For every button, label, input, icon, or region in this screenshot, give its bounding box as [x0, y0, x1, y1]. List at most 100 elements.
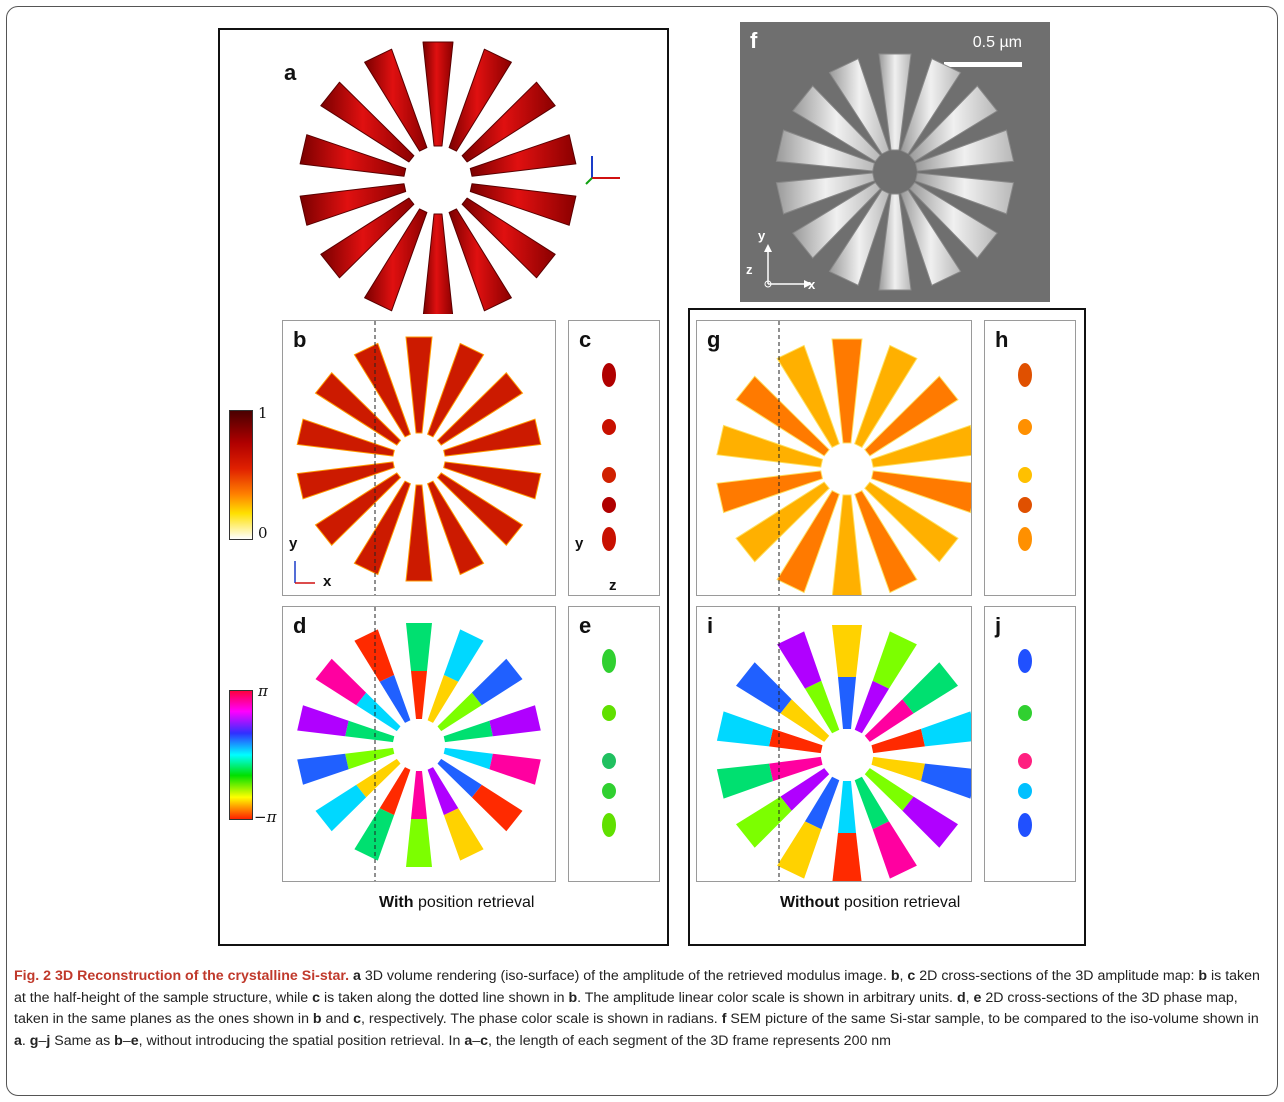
phase-arm-noisy-inner	[769, 728, 823, 754]
phase-arm-outer	[443, 808, 484, 861]
panel-label-e: e	[579, 613, 592, 638]
phase-section-noisy	[1018, 705, 1032, 721]
panel-label-d: d	[293, 613, 307, 638]
panel-f-sem: f 0.5 µm y z x	[740, 22, 1050, 302]
panel-label-i: i	[707, 613, 714, 638]
panel-label-j: j	[995, 613, 1002, 638]
phase-arm-noisy-outer	[902, 796, 958, 848]
phase-arm-noisy-outer	[902, 662, 958, 714]
panel-label-c: c	[579, 327, 592, 352]
phase-section	[602, 813, 616, 837]
amplitude-min: 0	[258, 524, 268, 542]
amplitude-arm-noisy	[735, 375, 830, 457]
amplitude-section	[602, 363, 616, 387]
panel-label-h: h	[995, 327, 1009, 352]
phase-arm-noisy-inner	[864, 768, 914, 811]
phase-arm-inner	[379, 674, 411, 723]
star-arm	[469, 183, 577, 226]
star-arm	[299, 134, 407, 177]
phase-arm-noisy-outer	[921, 763, 971, 799]
panel-a: a	[222, 34, 662, 314]
sem-scale-bar	[944, 62, 1022, 67]
amplitude-arm-noisy	[870, 424, 971, 468]
sem-arm	[909, 181, 998, 259]
phase-arm-outer	[297, 753, 349, 785]
amplitude-section-noisy	[1018, 363, 1032, 387]
phase-min: −π	[254, 808, 277, 826]
star-arm	[448, 48, 512, 152]
phase-arm-noisy-inner	[854, 776, 889, 830]
sem-axis-x: x	[808, 277, 816, 292]
amplitude-arm-noisy	[854, 344, 918, 448]
phase-arm-inner	[443, 720, 493, 743]
sem-arm	[878, 193, 912, 291]
axis-y-b: y	[289, 535, 298, 552]
sem-arm	[775, 129, 875, 172]
sem-axis-z: z	[746, 262, 753, 277]
phase-arm-inner	[411, 771, 427, 819]
amplitude-arm-noisy	[776, 490, 840, 594]
phase-arm-outer	[297, 705, 349, 737]
amplitude-arm-noisy	[735, 481, 830, 563]
amplitude-max: 1	[258, 404, 268, 422]
phase-arm-noisy-inner	[871, 756, 925, 782]
panel-d: d	[282, 606, 556, 882]
amplitude-arm	[314, 372, 402, 446]
panel-b: b y x	[282, 320, 556, 596]
sem-arm	[792, 85, 881, 163]
sem-arm	[828, 58, 890, 155]
panel-c: c y z	[568, 320, 660, 596]
amplitude-arm	[353, 342, 412, 438]
star-3d-render	[299, 41, 620, 314]
phase-arm-outer	[443, 629, 484, 682]
amplitude-section-noisy	[1018, 419, 1032, 435]
amplitude-arm-noisy	[864, 481, 959, 563]
panel-g: g	[696, 320, 972, 596]
with-retrieval-label: With position retrieval	[379, 894, 535, 911]
amplitude-arm	[426, 342, 485, 438]
amplitude-arm	[405, 484, 433, 582]
phase-arm-noisy-outer	[872, 821, 917, 879]
axis-y-c: y	[575, 535, 584, 552]
axis-z-c: z	[609, 577, 617, 594]
phase-section-noisy	[1018, 813, 1032, 837]
sem-arm	[775, 172, 875, 215]
phase-arm-noisy-outer	[716, 711, 773, 747]
phase-arm-noisy-inner	[871, 728, 925, 754]
amplitude-arm	[436, 372, 524, 446]
panel-label-b: b	[293, 327, 307, 352]
phase-arm-inner	[427, 674, 459, 723]
amplitude-section	[602, 527, 616, 551]
phase-arm-noisy-inner	[780, 768, 830, 811]
phase-arm-outer	[489, 753, 541, 785]
panel-e: e	[568, 606, 660, 882]
phase-arm-inner	[411, 671, 427, 719]
sem-arm	[900, 58, 962, 155]
phase-arm-inner	[356, 692, 401, 732]
amplitude-section-noisy	[1018, 497, 1032, 513]
phase-arm-noisy-inner	[854, 680, 889, 734]
phase-section	[602, 753, 616, 769]
phase-section	[602, 705, 616, 721]
star-arm	[469, 134, 577, 177]
figure-frame	[6, 6, 1278, 1096]
phase-arm-inner	[437, 758, 482, 798]
star-arm	[461, 81, 556, 163]
phase-section-noisy	[1018, 649, 1032, 673]
phase-arm-noisy-outer	[921, 711, 971, 747]
amplitude-arm-noisy	[716, 470, 824, 514]
amplitude-arm-noisy	[716, 424, 824, 468]
sem-arm	[900, 189, 962, 286]
phase-arm-noisy-inner	[838, 781, 856, 833]
phase-arm-outer	[489, 705, 541, 737]
sem-arm	[792, 181, 881, 259]
phase-arm-noisy-inner	[864, 699, 914, 742]
sem-arm	[878, 53, 912, 151]
phase-arm-noisy-outer	[777, 631, 822, 689]
phase-arm-noisy-outer	[736, 662, 792, 714]
amplitude-section	[602, 467, 616, 483]
amplitude-arm	[405, 336, 433, 434]
star-arm	[320, 81, 415, 163]
without-retrieval-box	[688, 308, 1086, 946]
sem-arm	[828, 189, 890, 286]
